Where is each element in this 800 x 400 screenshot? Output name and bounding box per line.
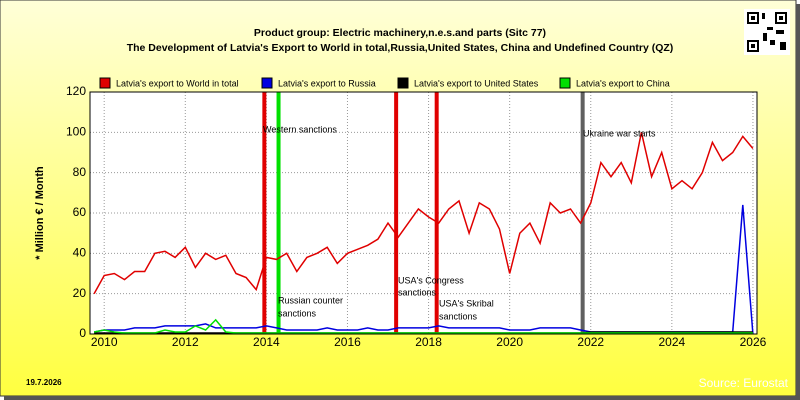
legend-swatch	[559, 77, 571, 89]
x-tick-label: 2016	[334, 335, 361, 349]
y-tick-label: 80	[73, 165, 87, 179]
shadow	[4, 396, 800, 400]
legend-label: Latvia's export to World in total	[116, 78, 239, 88]
x-tick-label: 2012	[172, 335, 199, 349]
legend-label: Latvia's export to Russia	[278, 78, 376, 88]
event-label: Western sanctions	[263, 124, 337, 134]
legend-swatch	[397, 77, 409, 89]
event-label: USA's Skribal	[439, 298, 494, 308]
shadow	[796, 4, 800, 400]
event-label: Russian counter	[278, 295, 343, 305]
plot-border	[89, 91, 758, 335]
source: Source: Eurostat	[699, 376, 789, 390]
event-label: USA's Congress	[398, 275, 464, 285]
y-tick-label: 20	[73, 286, 87, 300]
series-line	[93, 318, 753, 334]
legend-swatch	[261, 77, 273, 89]
x-tick-label: 2024	[658, 335, 685, 349]
legend-swatch	[99, 77, 111, 89]
x-tick-label: 2020	[496, 335, 523, 349]
x-tick-label: 2014	[253, 335, 280, 349]
event-label: Ukraine war starts	[583, 128, 656, 138]
chart-title: The Development of Latvia's Export to Wo…	[127, 42, 674, 54]
event-label: sanctions	[278, 308, 317, 318]
event-label: sanctions	[398, 287, 437, 297]
x-tick-label: 2022	[577, 335, 604, 349]
legend-label: Latvia's export to China	[576, 78, 670, 88]
x-tick-label: 2018	[415, 335, 442, 349]
y-tick-label: 0	[79, 326, 86, 340]
event-label: sanctions	[439, 311, 478, 321]
y-tick-label: 60	[73, 205, 87, 219]
series-line	[93, 132, 754, 295]
y-tick-label: 40	[73, 246, 87, 260]
legend-label: Latvia's export to United States	[414, 78, 539, 88]
y-tick-label: 120	[66, 84, 86, 98]
chart-title: Product group: Electric machinery,n.e.s.…	[254, 27, 546, 39]
x-tick-label: 2010	[91, 335, 118, 349]
x-tick-label: 2026	[740, 335, 767, 349]
y-axis-label: * Million € / Month	[34, 166, 46, 260]
date: 19.7.2026	[26, 378, 62, 387]
qr-code	[744, 9, 790, 55]
y-tick-label: 100	[66, 125, 86, 139]
